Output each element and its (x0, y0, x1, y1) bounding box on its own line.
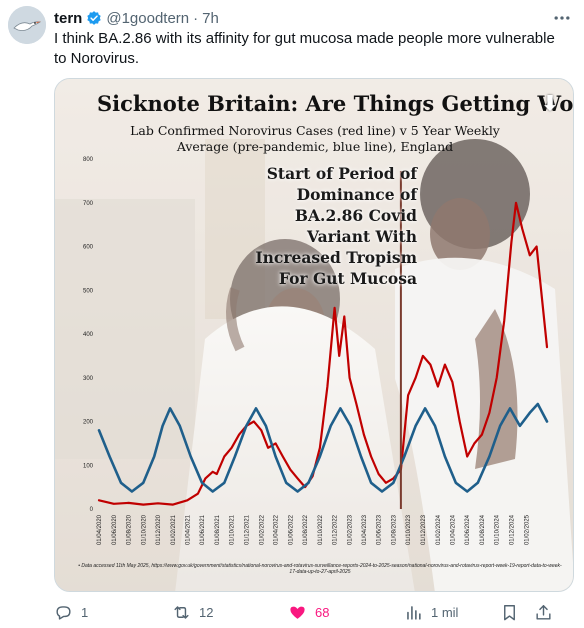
x-tick-label: 01/04/2022 (274, 514, 280, 545)
red-series-line (97, 201, 549, 506)
views-button[interactable]: 1 mil (404, 600, 458, 624)
blue-series-line (97, 402, 549, 493)
x-tick-label: 01/06/2023 (377, 514, 383, 545)
chart-annotation: Start of Period of Dominance of BA.2.86 … (255, 164, 417, 288)
share-icon (536, 604, 551, 620)
action-bar: 1 12 68 1 mil (54, 600, 574, 624)
reply-icon (56, 605, 71, 620)
x-tick-label: 01/04/2023 (362, 514, 368, 545)
repost-icon (174, 605, 189, 619)
x-tick-label: 01/08/2024 (480, 514, 486, 545)
x-tick-label: 01/04/2024 (450, 514, 456, 545)
x-tick-label: 01/10/2020 (141, 514, 147, 545)
separator: · (193, 9, 199, 27)
avatar[interactable] (8, 6, 46, 44)
verified-badge-icon (87, 11, 102, 25)
x-tick-label: 01/10/2021 (230, 514, 236, 545)
x-tick-label: 01/12/2020 (156, 514, 162, 545)
x-tick-label: 01/08/2020 (127, 514, 133, 545)
views-chart-icon (407, 605, 421, 620)
x-tick-label: 01/06/2022 (288, 514, 294, 545)
tweet-text: I think BA.2.86 with its affinity for gu… (54, 30, 555, 67)
chart-footnote: • Data accessed 11th May 2025, https://w… (78, 563, 562, 575)
user-handle[interactable]: @1goodtern (106, 9, 190, 27)
reply-button[interactable]: 1 (54, 600, 88, 624)
y-tick-label: 600 (83, 245, 94, 251)
x-tick-label: 01/10/2023 (406, 514, 412, 545)
timestamp[interactable]: 7h (202, 9, 219, 27)
view-count: 1 mil (431, 604, 459, 620)
like-button[interactable]: 68 (288, 600, 329, 624)
bookmark-icon (504, 604, 515, 620)
x-tick-label: 01/02/2023 (348, 514, 354, 545)
x-tick-label: 01/06/2021 (200, 514, 206, 545)
x-tick-label: 01/02/2025 (524, 514, 530, 545)
background-photo (55, 79, 573, 591)
x-tick-label: 01/12/2024 (509, 514, 515, 545)
bookmark-button[interactable] (500, 600, 519, 624)
x-tick-label: 01/12/2021 (244, 514, 250, 545)
x-tick-label: 01/10/2022 (318, 514, 324, 545)
x-tick-label: 01/10/2024 (495, 514, 501, 545)
y-tick-label: 0 (90, 507, 94, 513)
reply-count: 1 (81, 604, 89, 620)
x-tick-label: 01/02/2021 (171, 514, 177, 545)
y-tick-label: 100 (83, 463, 94, 469)
chart-subtitle: Lab Confirmed Norovirus Cases (red line)… (130, 123, 500, 154)
y-tick-label: 800 (83, 157, 94, 163)
x-tick-label: 01/04/2020 (97, 514, 103, 545)
chart-title: Sicknote Britain: Are Things Getting Wor… (97, 91, 574, 116)
y-tick-label: 500 (83, 288, 94, 294)
tweet-header: tern @1goodtern · 7h (54, 8, 219, 28)
x-tick-label: 01/04/2021 (185, 514, 191, 545)
y-tick-label: 300 (83, 376, 94, 382)
x-tick-label: 01/08/2023 (391, 514, 397, 545)
share-button[interactable] (534, 600, 553, 624)
more-options-icon[interactable] (550, 8, 574, 28)
heart-icon (290, 606, 305, 619)
norovirus-line-chart: 0 100 200 300 400 500 600 700 800 01/04/2020 01/06… (83, 157, 549, 545)
x-tick-label: 01/08/2021 (215, 514, 221, 545)
x-tick-label: 01/02/2022 (259, 514, 265, 545)
down-arrow-icon: ⬇ (541, 93, 559, 115)
x-tick-label: 01/02/2024 (436, 514, 442, 545)
tweet-image[interactable]: Sicknote Britain: Are Things Getting Wor… (54, 78, 574, 592)
repost-count: 12 (199, 604, 214, 620)
x-tick-label: 01/12/2022 (333, 514, 339, 545)
x-tick-label: 01/06/2020 (112, 514, 118, 545)
x-tick-label: 01/12/2023 (421, 514, 427, 545)
tern-bird-icon (8, 6, 46, 44)
repost-button[interactable]: 12 (172, 600, 213, 624)
display-name[interactable]: tern (54, 9, 83, 27)
y-tick-label: 400 (83, 332, 94, 338)
y-tick-label: 700 (83, 201, 94, 207)
like-count: 68 (315, 604, 330, 620)
y-tick-label: 200 (83, 420, 94, 426)
x-tick-label: 01/06/2024 (465, 514, 471, 545)
image-overlay (55, 79, 573, 591)
x-tick-label: 01/08/2022 (303, 514, 309, 545)
